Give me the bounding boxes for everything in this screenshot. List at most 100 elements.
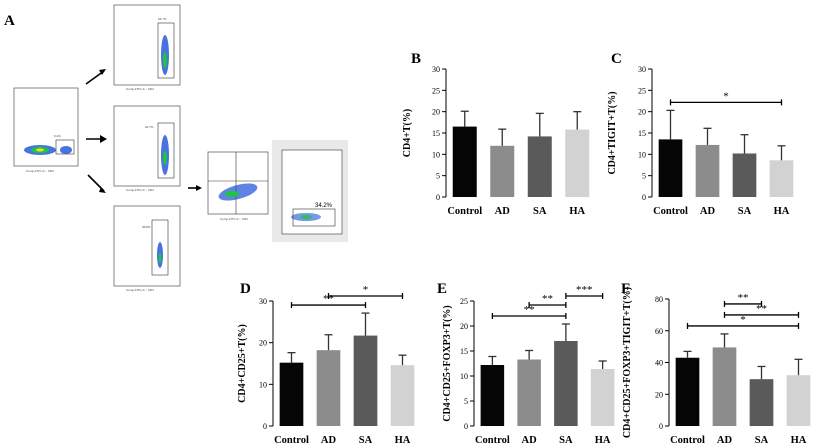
category-label: AD: [717, 435, 733, 446]
category-label: HA: [569, 206, 585, 217]
panel-label-a: A: [4, 13, 15, 29]
y-tick-label: 0: [263, 422, 267, 431]
y-tick-label: 80: [655, 295, 663, 304]
y-tick-label: 40: [655, 359, 663, 368]
y-tick-label: 5: [642, 172, 646, 181]
y-tick-label: 30: [638, 65, 646, 74]
flow-plot-bottom: 35.8% Comp-FITC-A :: CD4: [113, 205, 181, 292]
y-tick-label: 25: [460, 297, 468, 306]
flow-plot-quadrant: Comp-FITC-A :: CD4: [207, 151, 269, 221]
y-tick-label: 10: [460, 372, 468, 381]
category-label: Control: [475, 435, 510, 446]
significance-label: *: [740, 314, 746, 326]
gate-pct-final: 34.2%: [315, 203, 333, 209]
chart-panel-e: E 0 5 10 15 20 25 CD4+CD25+FOXP3+T(%) Control AD S…: [437, 281, 615, 446]
bar-ad: [712, 347, 737, 426]
panel-label-b: B: [411, 51, 421, 67]
y-tick-label: 5: [436, 172, 440, 181]
y-tick-label: 0: [464, 422, 468, 431]
axis-caption-bottom: Comp-FITC-A :: CD4: [126, 288, 154, 292]
category-label: SA: [533, 206, 547, 217]
bar-control: [279, 362, 304, 426]
category-label: AD: [700, 206, 716, 217]
y-tick-label: 10: [638, 150, 646, 159]
y-tick-label: 15: [432, 129, 440, 138]
bar-ha: [390, 365, 415, 426]
y-tick-label: 15: [460, 347, 468, 356]
category-label: SA: [559, 435, 573, 446]
chart-panel-c: C 0 5 10 15 20 25 30 CD4+TIGIT+T(%) Control AD SA HA…: [607, 51, 794, 217]
category-label: Control: [447, 206, 482, 217]
bar-control: [452, 126, 477, 197]
bar-control: [480, 365, 505, 426]
bar-ha: [590, 369, 615, 426]
bar-ha: [786, 375, 811, 426]
panel-label-e: E: [437, 281, 447, 297]
category-label: HA: [595, 435, 611, 446]
flow-plot-final: 34.2%: [272, 140, 348, 242]
gate-pct-middle: 20.7%: [145, 125, 154, 129]
bar-ad: [490, 145, 515, 197]
significance-label: ***: [576, 284, 593, 296]
bar-sa: [732, 153, 757, 197]
bar-ha: [769, 160, 794, 197]
category-label: Control: [670, 435, 705, 446]
panel-label-d: D: [240, 281, 251, 297]
bar-charts: B 0 5 10 15 20 25 30 CD4+T(%) Control AD SA HA C 0 5 10 1…: [237, 51, 811, 446]
bar-ad: [316, 350, 341, 426]
y-axis-label: CD4+CD25+FOXP3+TIGIT+T(%): [622, 287, 633, 438]
y-tick-label: 0: [659, 422, 663, 431]
category-label: SA: [738, 206, 752, 217]
gate-pct-bottom: 35.8%: [142, 225, 151, 229]
panel-label-f: F: [621, 281, 630, 297]
significance-label: **: [524, 304, 535, 316]
significance-label: *: [723, 90, 729, 102]
flow-plot-top: 94.7% Comp-FITC-A :: CD4: [113, 4, 181, 91]
category-label: SA: [755, 435, 769, 446]
category-label: HA: [791, 435, 807, 446]
y-tick-label: 0: [642, 193, 646, 202]
bar-sa: [353, 335, 378, 426]
significance-label: **: [323, 293, 334, 305]
chart-panel-f: F 0 20 40 60 80 CD4+CD25+FOXP3+TIGIT+T(%) Contr…: [621, 281, 811, 446]
y-tick-label: 25: [638, 86, 646, 95]
axis-caption-quadrant: Comp-FITC-A :: CD4: [220, 217, 248, 221]
significance-label: **: [756, 303, 767, 315]
bar-control: [658, 139, 683, 197]
y-tick-label: 20: [638, 108, 646, 117]
flow-panel-a: 6.4% Comp-FITC-A :: CD4 94.7% Comp-FITC-…: [13, 4, 348, 292]
category-label: AD: [321, 435, 337, 446]
axis-caption-top: Comp-FITC-A :: CD4: [126, 87, 154, 91]
bar-ad: [517, 359, 541, 426]
bar-sa: [554, 341, 578, 426]
y-tick-label: 20: [655, 390, 663, 399]
bar-ad: [695, 144, 720, 197]
category-label: AD: [495, 206, 511, 217]
chart-panel-b: B 0 5 10 15 20 25 30 CD4+T(%) Control AD SA HA: [402, 51, 590, 217]
y-tick-label: 30: [259, 297, 267, 306]
flow-plot-main: 6.4% Comp-FITC-A :: CD4: [13, 87, 79, 173]
y-tick-label: 30: [432, 65, 440, 74]
flow-plot-middle: 20.7% Comp-FITC-A :: CD4: [113, 105, 181, 192]
arrow-heads: [99, 69, 202, 193]
y-tick-label: 15: [638, 129, 646, 138]
bar-ha: [565, 129, 590, 197]
bar-sa: [749, 379, 774, 426]
bar-sa: [527, 136, 552, 197]
bar-control: [675, 357, 700, 426]
y-axis-label: CD4+CD25+T(%): [237, 324, 248, 403]
y-tick-label: 20: [460, 322, 468, 331]
y-tick-label: 10: [432, 150, 440, 159]
y-tick-label: 0: [436, 193, 440, 202]
panel-label-c: C: [611, 51, 622, 67]
significance-label: **: [738, 292, 749, 304]
y-tick-label: 60: [655, 327, 663, 336]
y-tick-label: 20: [259, 339, 267, 348]
y-tick-label: 20: [432, 108, 440, 117]
axis-caption-main: Comp-FITC-A :: CD4: [26, 169, 54, 173]
y-tick-label: 5: [464, 397, 468, 406]
y-tick-label: 25: [432, 86, 440, 95]
significance-label: **: [542, 293, 553, 305]
category-label: Control: [274, 435, 309, 446]
